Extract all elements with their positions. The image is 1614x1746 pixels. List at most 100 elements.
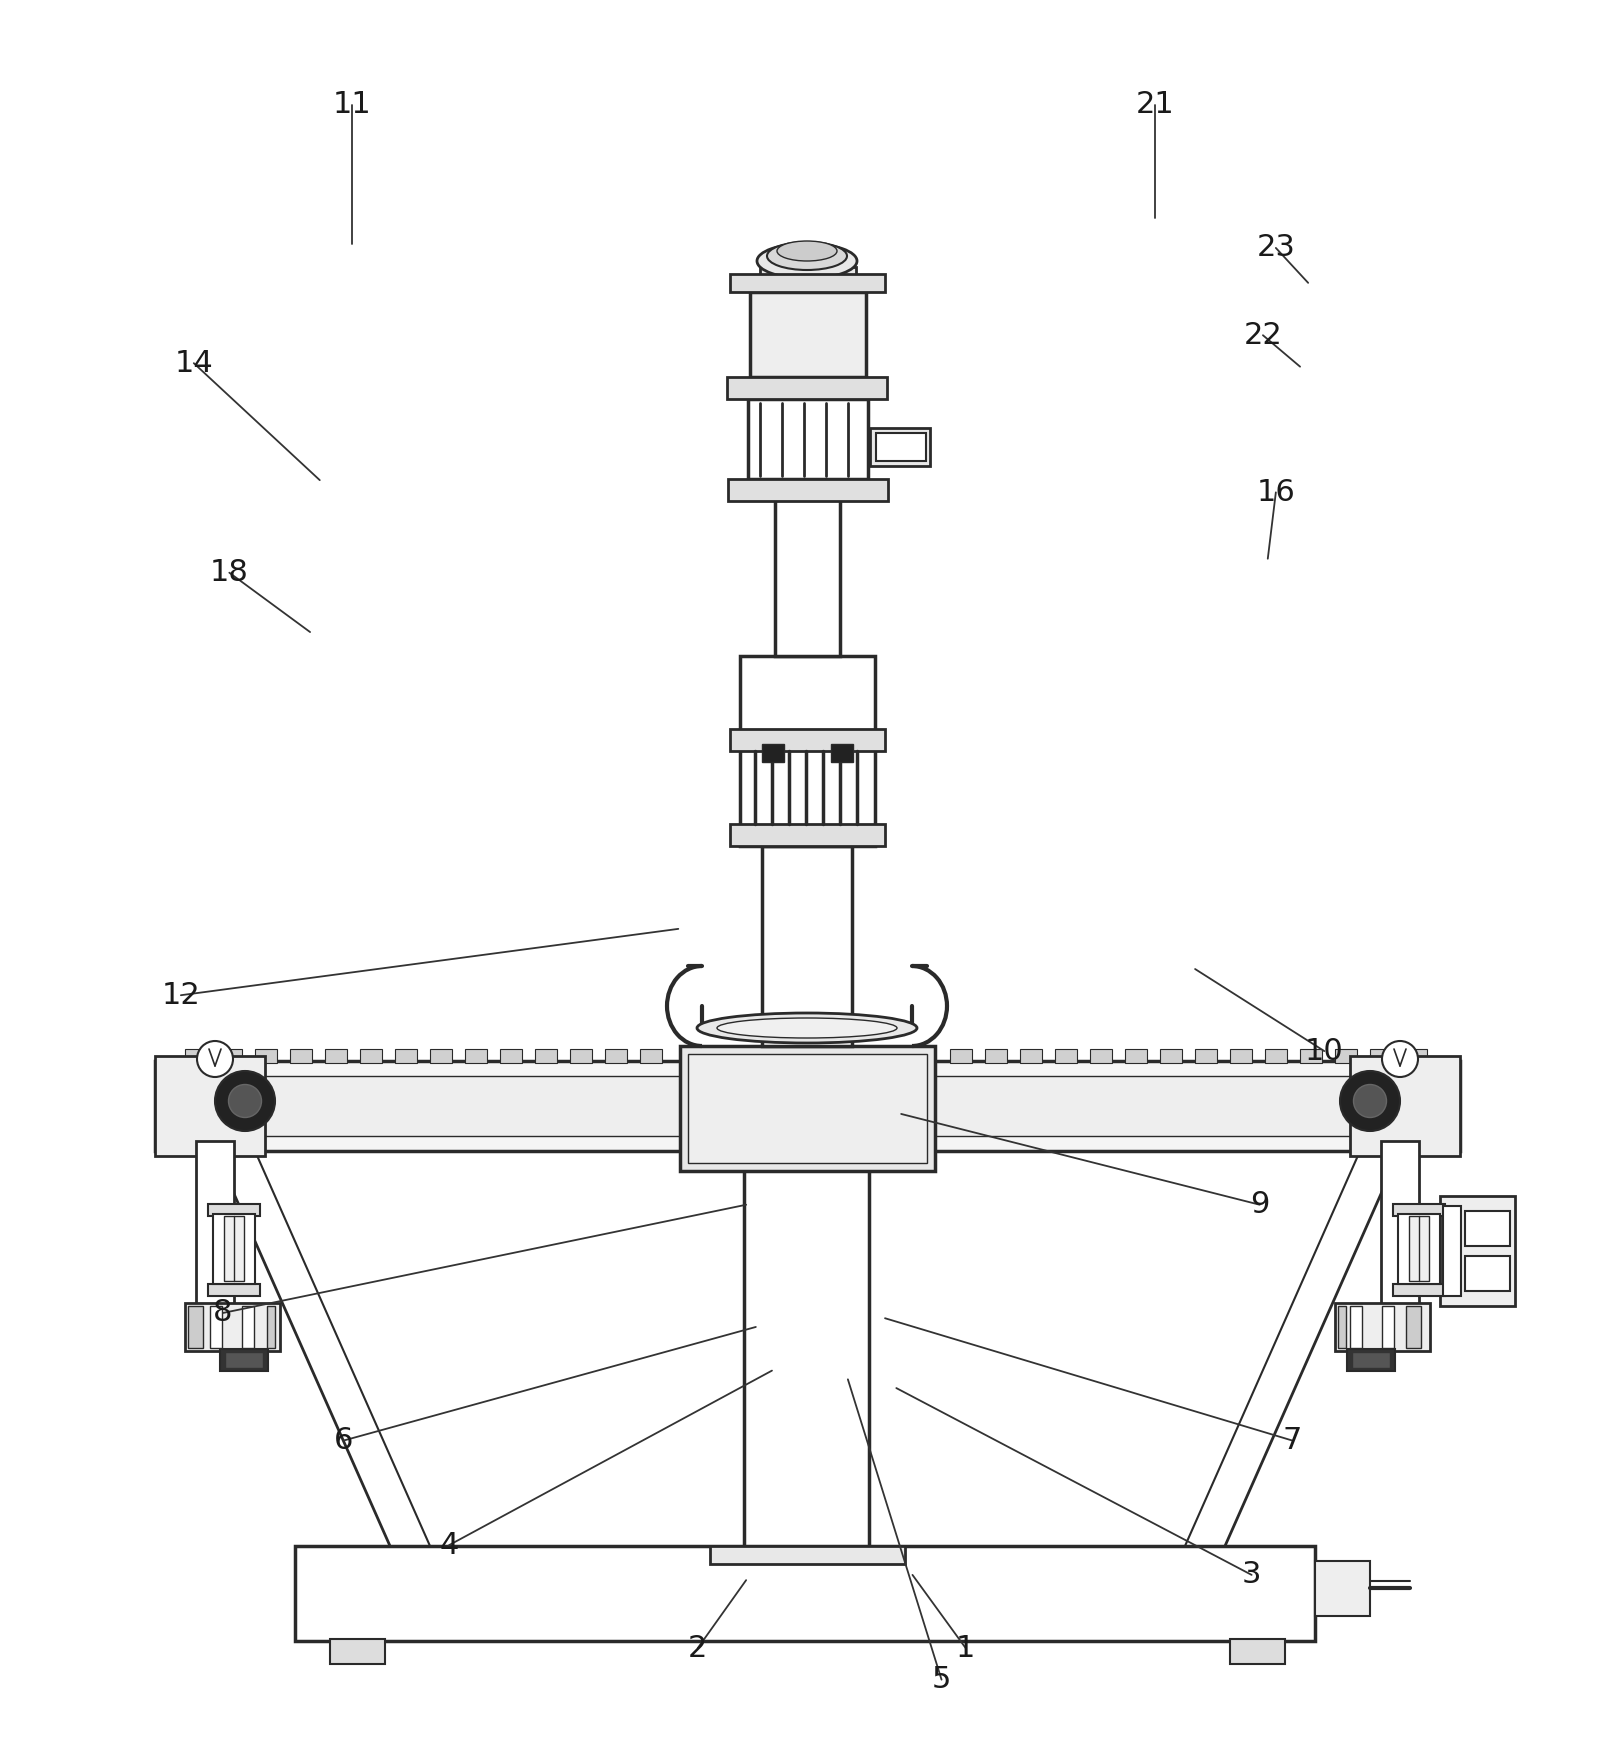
Bar: [295, 1545, 1314, 1641]
Bar: [155, 1062, 1459, 1151]
Bar: [739, 656, 875, 847]
Bar: [949, 1049, 972, 1063]
Text: 16: 16: [1256, 478, 1294, 506]
Bar: [1314, 1561, 1369, 1617]
Bar: [324, 1049, 347, 1063]
Circle shape: [1340, 1070, 1399, 1131]
Circle shape: [1353, 1084, 1386, 1117]
Bar: [465, 1049, 487, 1063]
Text: 7: 7: [1282, 1426, 1301, 1454]
Text: 14: 14: [174, 349, 213, 377]
Text: 11: 11: [332, 91, 371, 119]
Bar: [762, 744, 783, 761]
Bar: [1349, 1306, 1361, 1348]
Bar: [688, 1055, 926, 1163]
Bar: [213, 1213, 255, 1283]
Bar: [1264, 1049, 1286, 1063]
Bar: [1440, 1196, 1514, 1306]
Text: 9: 9: [1249, 1191, 1269, 1219]
Bar: [1346, 1350, 1394, 1371]
Bar: [1230, 1639, 1285, 1664]
Bar: [1194, 1049, 1217, 1063]
Text: 22: 22: [1243, 321, 1282, 349]
Bar: [760, 267, 855, 292]
Bar: [1299, 1049, 1322, 1063]
Bar: [329, 1639, 384, 1664]
Bar: [187, 1306, 203, 1348]
Bar: [305, 1556, 1304, 1631]
Bar: [255, 1049, 278, 1063]
Bar: [395, 1049, 416, 1063]
Bar: [730, 274, 884, 292]
Bar: [1351, 1351, 1390, 1369]
Bar: [1407, 1215, 1428, 1282]
Bar: [730, 824, 884, 847]
Bar: [605, 1049, 626, 1063]
Bar: [1349, 1056, 1459, 1156]
Bar: [679, 1046, 935, 1172]
Text: 4: 4: [439, 1531, 458, 1559]
Bar: [749, 292, 865, 377]
Bar: [1159, 1049, 1181, 1063]
Text: 6: 6: [334, 1426, 353, 1454]
Bar: [224, 1351, 263, 1369]
Circle shape: [1382, 1041, 1417, 1077]
Bar: [767, 850, 846, 1041]
Bar: [570, 1049, 592, 1063]
Bar: [1054, 1049, 1077, 1063]
Bar: [210, 1306, 221, 1348]
Bar: [1441, 1206, 1461, 1296]
Bar: [1230, 1049, 1251, 1063]
Bar: [870, 428, 930, 466]
Bar: [1335, 1049, 1356, 1063]
Bar: [728, 478, 888, 501]
Ellipse shape: [717, 1018, 896, 1039]
Bar: [1335, 1303, 1428, 1351]
Bar: [266, 1306, 274, 1348]
Bar: [1369, 1049, 1391, 1063]
Bar: [639, 1049, 662, 1063]
Text: 18: 18: [210, 559, 249, 587]
Bar: [831, 744, 852, 761]
Bar: [730, 730, 884, 751]
Bar: [186, 1049, 207, 1063]
Bar: [762, 847, 852, 1046]
Bar: [1125, 1049, 1146, 1063]
Circle shape: [228, 1084, 261, 1117]
Bar: [1020, 1049, 1041, 1063]
Bar: [875, 433, 925, 461]
Text: 1: 1: [955, 1634, 975, 1662]
Bar: [208, 1205, 260, 1215]
Bar: [726, 377, 886, 400]
Bar: [1464, 1212, 1509, 1247]
Circle shape: [215, 1070, 274, 1131]
Bar: [985, 1049, 1007, 1063]
Text: 8: 8: [213, 1299, 232, 1327]
Text: 23: 23: [1256, 234, 1294, 262]
Bar: [291, 1049, 312, 1063]
Bar: [1393, 1205, 1445, 1215]
Bar: [220, 1350, 268, 1371]
Bar: [744, 1145, 868, 1545]
Bar: [1464, 1255, 1509, 1290]
Bar: [534, 1049, 557, 1063]
Bar: [208, 1283, 260, 1296]
Text: 10: 10: [1304, 1037, 1343, 1065]
Bar: [155, 1056, 265, 1156]
Ellipse shape: [757, 243, 857, 279]
Bar: [195, 1140, 234, 1306]
Bar: [1404, 1049, 1427, 1063]
Bar: [1089, 1049, 1112, 1063]
Bar: [1398, 1213, 1440, 1283]
Circle shape: [197, 1041, 232, 1077]
Bar: [699, 1131, 915, 1151]
Bar: [710, 1545, 904, 1564]
Text: 3: 3: [1241, 1561, 1261, 1589]
Ellipse shape: [697, 1013, 917, 1042]
Bar: [1406, 1306, 1420, 1348]
Text: 21: 21: [1135, 91, 1173, 119]
Bar: [1380, 1140, 1419, 1306]
Ellipse shape: [767, 243, 846, 271]
Text: 12: 12: [161, 981, 200, 1009]
Bar: [360, 1049, 383, 1063]
